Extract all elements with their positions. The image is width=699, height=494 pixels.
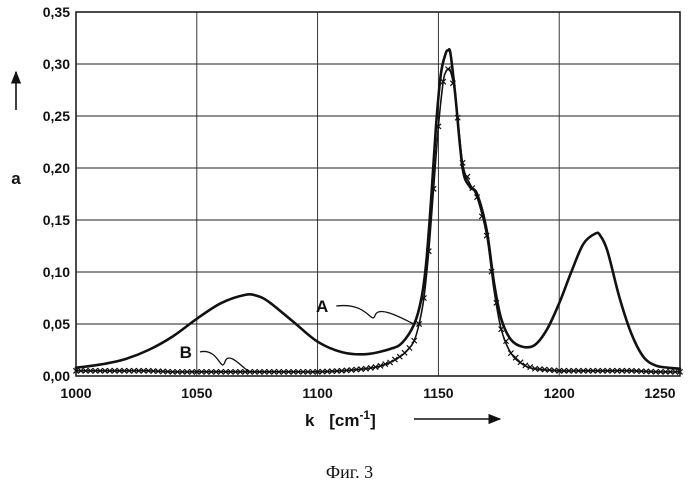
- plot-frame: [76, 12, 680, 376]
- x-tick-label: 1150: [423, 385, 454, 401]
- plot-area: [73, 12, 682, 376]
- x-tick-label: 1250: [644, 385, 675, 401]
- y-tick-label: 0,35: [43, 4, 70, 20]
- x-tick-label: 1050: [181, 385, 212, 401]
- y-tick-label: 0,10: [43, 264, 70, 280]
- figure-caption: Фиг. 3: [0, 462, 699, 483]
- x-axis-symbol: k: [305, 411, 315, 430]
- x-axis-unit-exponent: -1: [359, 408, 370, 422]
- y-tick-label: 0,30: [43, 56, 70, 72]
- y-tick-label: 0,05: [43, 316, 70, 332]
- x-tick-label: 1000: [60, 385, 91, 401]
- y-tick-label: 0,20: [43, 160, 70, 176]
- y-axis-title: a: [11, 169, 21, 188]
- x-tick-label: 1100: [302, 385, 333, 401]
- annotation-label-A: A: [316, 297, 328, 316]
- y-tick-label: 0,15: [43, 212, 70, 228]
- x-axis-ticks: 1000 1050 1100 1150 1200 1250: [60, 385, 675, 401]
- y-tick-label: 0,25: [43, 108, 70, 124]
- x-axis-title: k [cm-1]: [305, 408, 376, 430]
- annotation-label-B: B: [180, 343, 192, 362]
- y-axis-ticks: 0,00 0,05 0,10 0,15 0,20 0,25 0,30 0,35: [43, 4, 70, 384]
- y-tick-label: 0,00: [43, 368, 70, 384]
- x-axis-unit-close: ]: [370, 411, 376, 430]
- x-tick-label: 1200: [544, 385, 575, 401]
- x-axis-unit: [cm: [329, 411, 359, 430]
